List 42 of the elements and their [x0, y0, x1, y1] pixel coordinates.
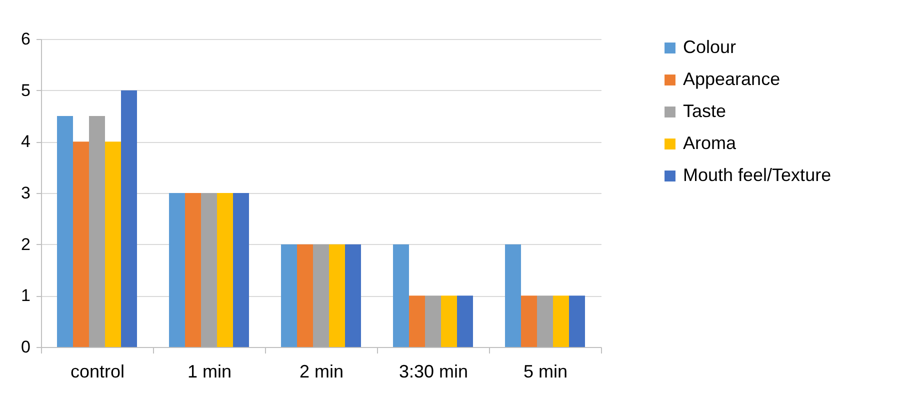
bar	[185, 193, 201, 347]
y-tick-label: 4	[21, 132, 30, 152]
legend-label: Appearance	[683, 69, 780, 89]
legend-label: Mouth feel/Texture	[683, 165, 832, 185]
x-tick-label: 3:30 min	[398, 362, 468, 382]
bar	[105, 142, 121, 347]
bar	[441, 296, 457, 347]
y-tick-label: 5	[21, 80, 30, 100]
y-tick-label: 0	[21, 338, 30, 356]
bar	[521, 296, 537, 347]
bar	[89, 116, 105, 347]
bar	[201, 193, 217, 347]
bar	[553, 296, 569, 347]
bar	[73, 142, 89, 347]
bar	[329, 244, 345, 347]
bar	[425, 296, 441, 347]
legend-label: Taste	[683, 101, 726, 121]
bar	[537, 296, 553, 347]
bar	[281, 244, 297, 347]
legend-label: Colour	[683, 37, 736, 57]
bar	[345, 244, 361, 347]
x-tick-label: 1 min	[187, 362, 232, 382]
x-tick-label: control	[70, 362, 125, 382]
y-tick-label: 3	[21, 184, 30, 202]
bar	[57, 116, 73, 347]
y-tick-label: 6	[21, 30, 30, 48]
x-tick-label: 5 min	[523, 362, 568, 382]
bar	[409, 296, 425, 347]
y-tick-label: 1	[21, 286, 30, 306]
bar	[233, 193, 249, 347]
x-tick-label: 2 min	[299, 362, 344, 382]
bar	[313, 244, 329, 347]
y-tick-label: 2	[21, 234, 30, 254]
bar	[121, 90, 137, 347]
legend-label: Aroma	[683, 133, 738, 153]
bar	[169, 193, 185, 347]
bar	[393, 244, 409, 347]
bar	[457, 296, 473, 347]
bar	[217, 193, 233, 347]
bar	[569, 296, 585, 347]
bar	[297, 244, 313, 347]
bar	[505, 244, 521, 347]
